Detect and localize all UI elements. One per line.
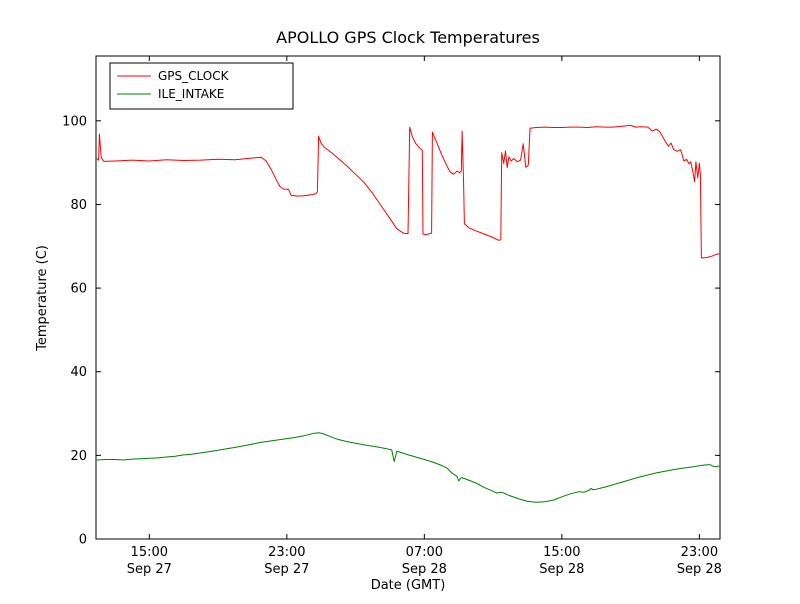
- y-tick-label: 60: [70, 282, 87, 297]
- x-tick-label-date: Sep 27: [127, 562, 172, 577]
- x-tick-label-date: Sep 28: [539, 562, 584, 577]
- x-tick-label-date: Sep 28: [677, 562, 722, 577]
- y-tick-label: 100: [62, 114, 87, 129]
- x-axis-label: Date (GMT): [371, 578, 446, 593]
- series-line-ile_intake: [96, 432, 720, 503]
- legend-label-ile-intake: ILE_INTAKE: [158, 87, 224, 101]
- y-tick-label: 20: [70, 449, 87, 464]
- x-tick-label-time: 23:00: [681, 545, 718, 560]
- x-tick-label-date: Sep 27: [264, 562, 309, 577]
- y-tick-label: 0: [79, 533, 87, 548]
- x-tick-label-time: 07:00: [406, 545, 443, 560]
- x-tick-label-time: 23:00: [268, 545, 305, 560]
- series-line-gps_clock: [96, 124, 720, 259]
- legend-box: [109, 62, 294, 110]
- x-tick-label-time: 15:00: [543, 545, 580, 560]
- plot-frame: [95, 55, 721, 540]
- chart-title: APOLLO GPS Clock Temperatures: [276, 28, 540, 47]
- y-tick-label: 40: [70, 365, 87, 380]
- axis-ticks: 0 20 40 60 80 100 15:00 Sep 27 23:00 Sep 27 07:00 S…: [62, 56, 722, 577]
- x-tick-label-time: 15:00: [131, 545, 168, 560]
- y-axis-label: Temperature (C): [35, 245, 50, 352]
- series-lines: [96, 124, 720, 503]
- x-tick-label-date: Sep 28: [402, 562, 447, 577]
- y-tick-label: 80: [70, 198, 87, 213]
- legend: GPS_CLOCK ILE_INTAKE: [109, 62, 294, 110]
- legend-label-gps-clock: GPS_CLOCK: [158, 69, 230, 83]
